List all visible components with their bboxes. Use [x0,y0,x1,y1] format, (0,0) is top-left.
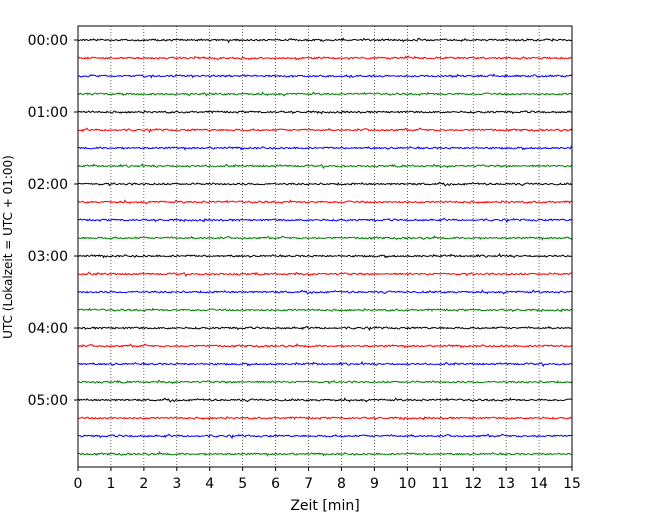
x-tick-label: 9 [370,476,379,492]
x-axis-label: Zeit [min] [290,498,359,514]
trace-0545 [77,451,573,457]
y-tick-label: 03:00 [28,249,68,265]
x-tick-label: 6 [271,476,280,492]
y-axis-label: UTC (Lokalzeit = UTC + 01:00) [1,155,15,339]
x-tick-label: 12 [464,476,482,492]
trace-0345 [77,307,573,313]
trace-0245 [77,235,573,241]
y-tick-label: 05:00 [28,393,68,409]
x-tick-label: 3 [172,476,181,492]
trace-0100 [77,109,573,115]
x-tick-label: 5 [238,476,247,492]
y-axis-ticks: 00:00 01:00 02:00 03:00 04:00 05:00 [28,33,78,409]
trace-0315 [77,271,573,278]
trace-0200 [77,181,573,187]
trace-0445 [77,379,573,385]
trace-0215 [77,199,573,205]
x-tick-label: 7 [304,476,313,492]
trace-0400 [77,325,573,332]
trace-0030 [77,73,573,79]
x-axis-ticks: 0 1 2 3 4 5 6 7 8 9 10 11 12 13 14 15 [74,467,581,492]
x-tick-label: 1 [106,476,115,492]
y-tick-label: 04:00 [28,321,68,337]
x-tick-label: 14 [530,476,548,492]
x-tick-label: 0 [74,476,83,492]
trace-0000 [77,37,573,44]
trace-0430 [77,360,573,368]
trace-0500 [77,397,573,403]
plot-frame [77,25,573,468]
x-tick-label: 13 [497,476,515,492]
x-tick-label: 15 [563,476,581,492]
x-tick-label: 11 [431,476,449,492]
trace-0045 [77,91,573,97]
x-tick-label: 8 [337,476,346,492]
trace-group [77,37,573,457]
y-tick-label: 00:00 [28,33,68,49]
x-tick-label: 4 [205,476,214,492]
trace-0300 [77,252,573,259]
trace-0330 [77,289,573,295]
y-tick-label: 01:00 [28,105,68,121]
x-tick-label: 2 [139,476,148,492]
trace-0230 [77,217,573,224]
trace-0145 [77,162,573,170]
trace-0015 [77,55,573,61]
trace-0415 [77,343,573,349]
trace-0530 [77,433,573,440]
trace-0130 [77,145,573,151]
y-tick-label: 02:00 [28,177,68,193]
trace-0115 [77,127,573,134]
trace-0515 [77,415,573,421]
x-tick-label: 10 [398,476,416,492]
